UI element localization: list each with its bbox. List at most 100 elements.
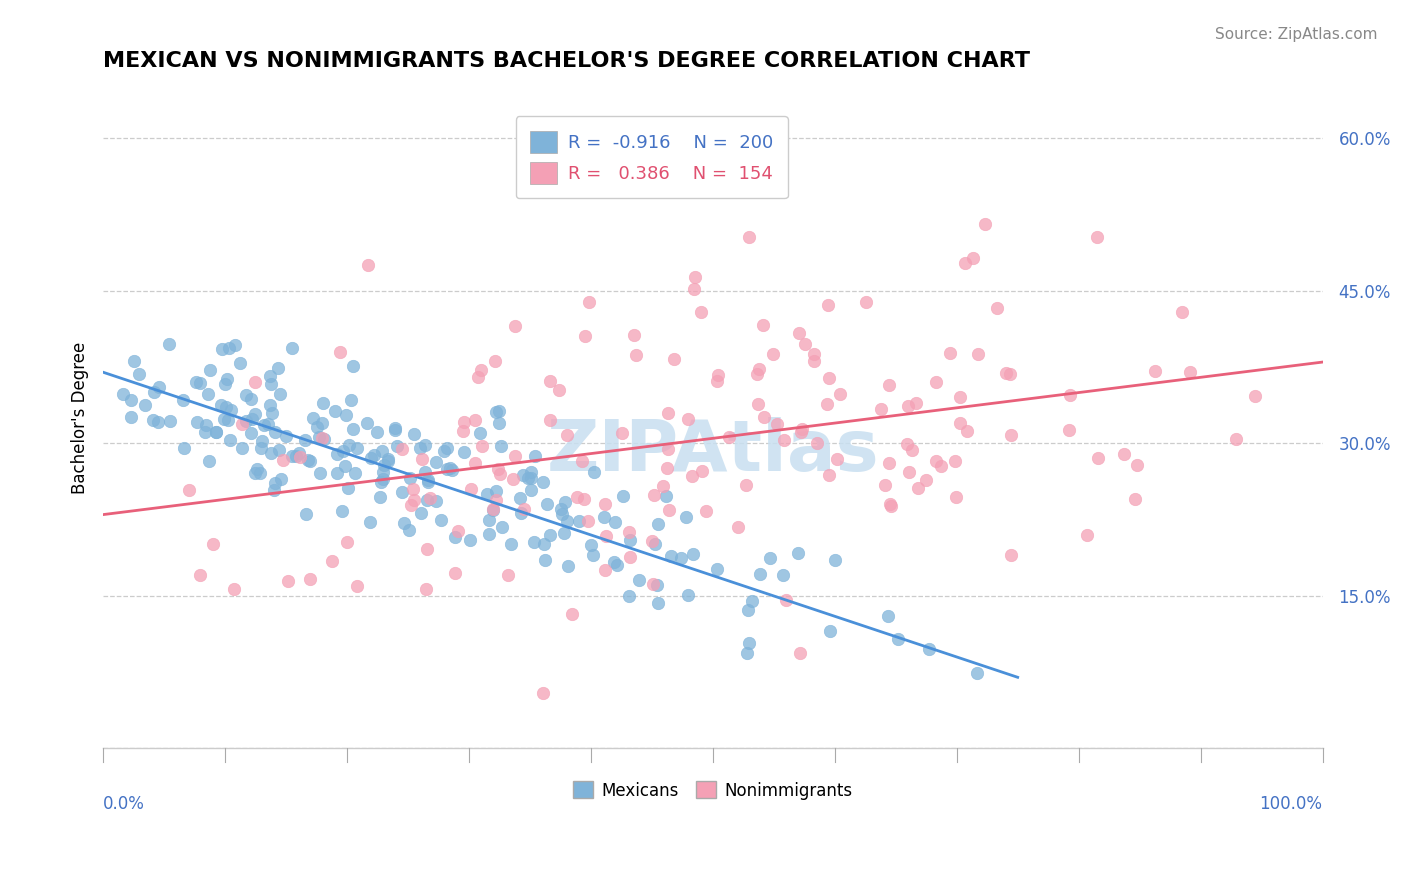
Mexicans: [259, 369, 281, 384]
Nonimmigrants: [496, 568, 519, 582]
Mexicans: [229, 356, 252, 370]
Nonimmigrants: [789, 646, 811, 660]
Mexicans: [305, 419, 328, 434]
Nonimmigrants: [419, 491, 441, 506]
Mexicans: [188, 376, 211, 390]
Nonimmigrants: [897, 399, 920, 413]
Mexicans: [524, 449, 547, 463]
Mexicans: [281, 341, 304, 355]
Nonimmigrants: [617, 525, 640, 540]
Nonimmigrants: [460, 482, 482, 496]
Nonimmigrants: [690, 305, 713, 319]
Text: 0.0%: 0.0%: [103, 795, 145, 813]
Mexicans: [554, 495, 576, 509]
Nonimmigrants: [1144, 363, 1167, 377]
Nonimmigrants: [222, 582, 245, 596]
Mexicans: [294, 507, 316, 521]
Mexicans: [294, 433, 316, 447]
Nonimmigrants: [651, 479, 673, 493]
Mexicans: [266, 361, 288, 376]
Nonimmigrants: [986, 301, 1008, 316]
Mexicans: [122, 353, 145, 368]
Nonimmigrants: [1087, 451, 1109, 466]
Nonimmigrants: [277, 574, 299, 589]
Mexicans: [582, 548, 605, 562]
Mexicans: [231, 441, 253, 455]
Mexicans: [263, 476, 285, 491]
Mexicans: [359, 515, 381, 529]
Nonimmigrants: [929, 458, 952, 473]
Mexicans: [384, 423, 406, 437]
Mexicans: [510, 506, 533, 520]
Mexicans: [478, 527, 501, 541]
Mexicans: [682, 547, 704, 561]
Nonimmigrants: [817, 298, 839, 312]
Nonimmigrants: [962, 252, 984, 266]
Mexicans: [384, 421, 406, 435]
Nonimmigrants: [967, 346, 990, 360]
Mexicans: [197, 386, 219, 401]
Nonimmigrants: [557, 428, 579, 442]
Mexicans: [409, 442, 432, 456]
Nonimmigrants: [718, 430, 741, 444]
Mexicans: [308, 430, 330, 444]
Mexicans: [332, 504, 354, 518]
Mexicans: [416, 473, 439, 487]
Mexicans: [335, 458, 357, 473]
Nonimmigrants: [548, 383, 571, 397]
Nonimmigrants: [486, 462, 509, 476]
Nonimmigrants: [880, 500, 903, 514]
Mexicans: [302, 411, 325, 425]
Mexicans: [217, 413, 239, 427]
Nonimmigrants: [765, 417, 787, 432]
Mexicans: [284, 449, 307, 463]
Nonimmigrants: [576, 515, 599, 529]
Mexicans: [534, 552, 557, 566]
Nonimmigrants: [658, 502, 681, 516]
Mexicans: [219, 402, 242, 417]
Nonimmigrants: [803, 353, 825, 368]
Nonimmigrants: [752, 318, 775, 333]
Mexicans: [360, 450, 382, 465]
Nonimmigrants: [290, 450, 312, 465]
Mexicans: [659, 549, 682, 564]
Nonimmigrants: [565, 490, 588, 504]
Mexicans: [336, 481, 359, 495]
Nonimmigrants: [1085, 229, 1108, 244]
Nonimmigrants: [453, 424, 475, 438]
Mexicans: [342, 422, 364, 436]
Mexicans: [371, 471, 394, 485]
Nonimmigrants: [787, 326, 810, 340]
Nonimmigrants: [1057, 423, 1080, 437]
Nonimmigrants: [443, 566, 465, 580]
Nonimmigrants: [995, 366, 1018, 380]
Mexicans: [249, 466, 271, 480]
Nonimmigrants: [1000, 428, 1022, 442]
Nonimmigrants: [752, 410, 775, 425]
Nonimmigrants: [1225, 433, 1247, 447]
Mexicans: [128, 367, 150, 381]
Nonimmigrants: [578, 295, 600, 310]
Nonimmigrants: [1076, 528, 1098, 542]
Nonimmigrants: [897, 465, 920, 479]
Mexicans: [512, 467, 534, 482]
Mexicans: [772, 568, 794, 582]
Mexicans: [603, 555, 626, 569]
Mexicans: [654, 489, 676, 503]
Nonimmigrants: [231, 417, 253, 431]
Mexicans: [489, 439, 512, 453]
Nonimmigrants: [901, 443, 924, 458]
Nonimmigrants: [682, 282, 704, 296]
Mexicans: [111, 386, 134, 401]
Nonimmigrants: [619, 550, 641, 565]
Nonimmigrants: [792, 422, 814, 436]
Nonimmigrants: [561, 607, 583, 621]
Nonimmigrants: [512, 501, 534, 516]
Mexicans: [214, 376, 236, 391]
Mexicans: [579, 538, 602, 552]
Mexicans: [603, 515, 626, 529]
Nonimmigrants: [745, 368, 768, 382]
Nonimmigrants: [402, 493, 425, 508]
Mexicans: [517, 471, 540, 485]
Mexicans: [555, 514, 578, 528]
